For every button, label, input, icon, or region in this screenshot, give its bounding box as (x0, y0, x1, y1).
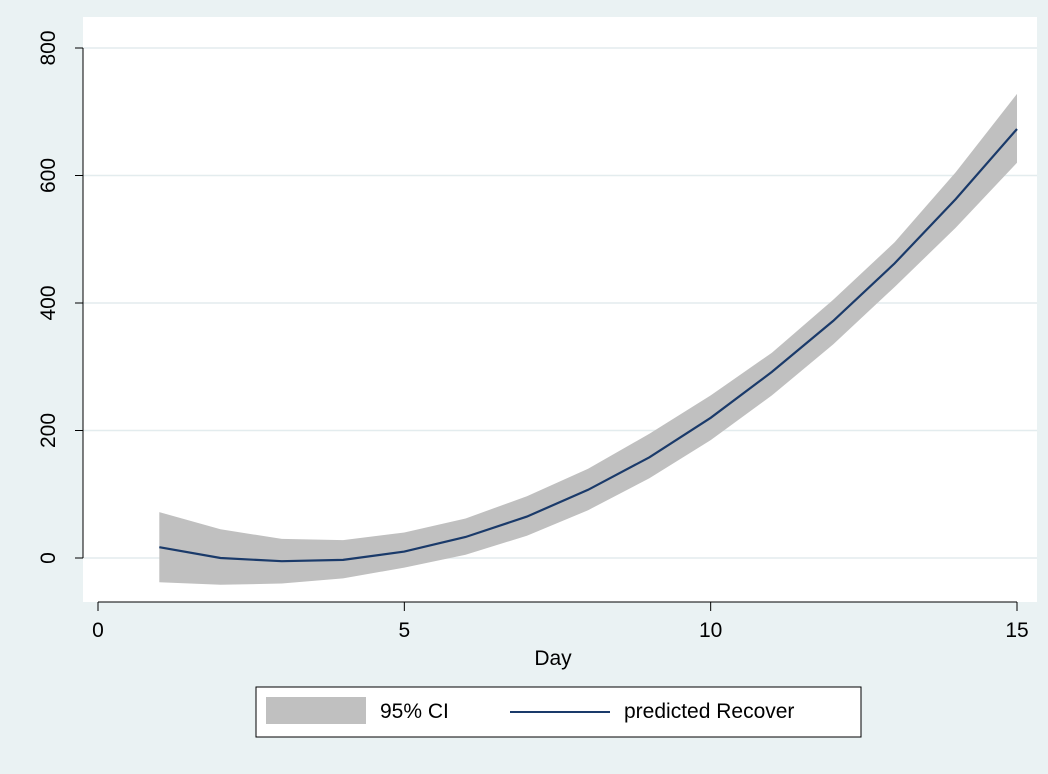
x-tick-label: 5 (398, 619, 410, 642)
y-tick-label: 200 (37, 413, 60, 448)
x-tick-label: 10 (699, 619, 722, 642)
y-tick-label: 400 (37, 285, 60, 320)
x-axis-label: Day (534, 647, 572, 670)
legend: 95% CI predicted Recover (255, 686, 862, 738)
legend-label-predicted: predicted Recover (624, 700, 794, 723)
y-tick-label: 0 (37, 552, 60, 564)
legend-label-ci: 95% CI (380, 700, 449, 723)
legend-swatch-ci (266, 697, 366, 724)
y-tick-label: 600 (37, 158, 60, 193)
predicted-line (159, 128, 1018, 563)
y-tick-label: 800 (37, 30, 60, 65)
axes: 0 200 400 600 800 0 5 10 15 (37, 30, 1029, 642)
x-tick-label: 0 (92, 619, 104, 642)
x-tick-label: 15 (1005, 619, 1028, 642)
ci-band (159, 93, 1018, 585)
